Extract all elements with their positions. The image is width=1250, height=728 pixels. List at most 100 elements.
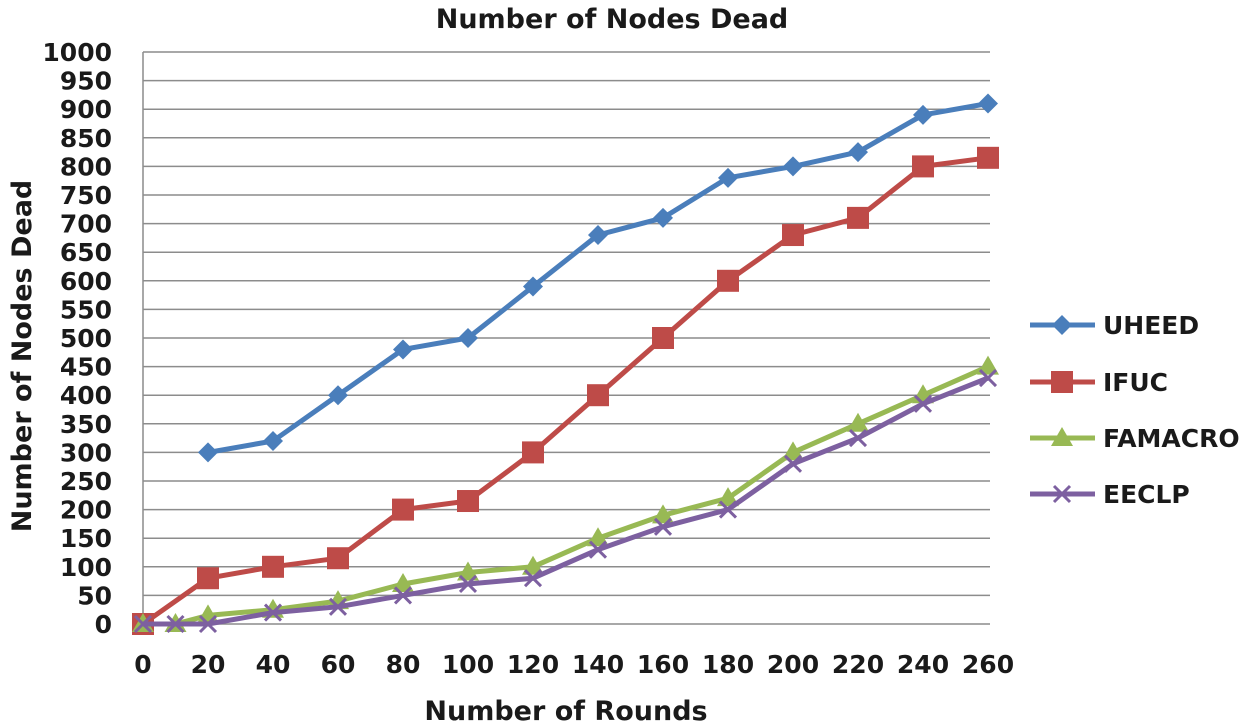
data-point <box>717 269 739 292</box>
y-tick-label: 400 <box>60 381 112 410</box>
grid-lines <box>142 51 990 625</box>
x-tick-label: 120 <box>507 650 559 679</box>
y-tick-label: 50 <box>77 581 112 610</box>
series-line <box>143 375 989 627</box>
data-point <box>393 586 413 605</box>
x-tick-label: 240 <box>897 650 949 679</box>
x-tick-label: 200 <box>767 650 819 679</box>
data-point <box>588 225 608 246</box>
y-tick-label: 350 <box>60 410 112 439</box>
series-group <box>132 93 999 635</box>
legend-label: FAMACRO <box>1103 424 1240 453</box>
data-point <box>977 146 999 169</box>
x-tick-labels: 0 20 40 60 80 100 120 140 160 180 200 220 240 260 <box>134 650 1014 679</box>
data-point <box>198 442 218 463</box>
x-axis-title: Number of Rounds <box>424 696 707 727</box>
chart-title: Number of Nodes Dead <box>436 4 789 35</box>
data-point <box>327 547 349 570</box>
data-point <box>458 574 478 594</box>
x-tick-label: 260 <box>962 650 1014 679</box>
series-line <box>143 364 990 627</box>
legend-marker <box>1051 427 1073 446</box>
x-tick-label: 140 <box>572 650 624 679</box>
series-famacro <box>132 355 999 632</box>
x-tick-label: 180 <box>702 650 754 679</box>
y-tick-label: 100 <box>60 553 112 582</box>
data-point <box>587 384 609 407</box>
x-tick-label: 40 <box>256 650 291 679</box>
data-point <box>457 490 479 513</box>
y-tick-label: 450 <box>60 353 112 382</box>
legend-label: IFUC <box>1103 368 1168 397</box>
series-uheed <box>198 93 998 463</box>
legend-item-eeclp: EECLP <box>1030 480 1190 509</box>
y-tick-label: 300 <box>60 438 112 467</box>
x-tick-label: 220 <box>832 650 884 679</box>
y-tick-label: 600 <box>60 267 112 296</box>
y-tick-label: 900 <box>60 95 112 124</box>
x-tick-label: 160 <box>637 650 689 679</box>
data-point <box>847 412 869 432</box>
y-tick-label: 850 <box>60 124 112 153</box>
data-point <box>588 540 608 559</box>
legend-label: UHEED <box>1103 311 1199 340</box>
data-point <box>197 567 219 590</box>
data-point <box>783 454 803 473</box>
data-point <box>263 430 283 451</box>
x-tick-label: 100 <box>442 650 494 679</box>
y-tick-label: 700 <box>60 210 112 239</box>
y-tick-label: 250 <box>60 467 112 496</box>
x-tick-label: 80 <box>386 650 421 679</box>
data-point <box>393 339 413 360</box>
data-point <box>718 167 738 188</box>
y-tick-label: 150 <box>60 524 112 553</box>
data-point <box>717 487 739 507</box>
data-point <box>977 355 999 375</box>
data-point <box>848 429 868 448</box>
data-point <box>523 569 543 588</box>
data-point <box>166 614 185 634</box>
data-point <box>718 500 738 519</box>
data-point <box>652 327 674 349</box>
y-tick-label: 650 <box>60 238 112 267</box>
legend-item-ifuc: IFUC <box>1030 368 1168 397</box>
data-point <box>978 368 998 388</box>
legend-marker <box>1051 371 1073 393</box>
data-point <box>523 276 543 297</box>
y-tick-label: 500 <box>60 324 112 353</box>
y-tick-label: 550 <box>60 295 112 324</box>
x-tick-label: 20 <box>191 650 226 679</box>
data-point <box>913 104 933 125</box>
y-axis-title: Number of Nodes Dead <box>7 180 38 533</box>
legend: UHEED IFUC FAMACRO EECLP <box>1030 311 1240 509</box>
x-tick-label: 60 <box>321 650 356 679</box>
y-tick-label: 950 <box>60 67 112 96</box>
data-point <box>133 614 153 634</box>
data-point <box>848 142 868 163</box>
data-point <box>458 328 478 348</box>
legend-marker <box>1052 484 1072 504</box>
data-point <box>913 394 933 413</box>
data-point <box>652 504 674 524</box>
data-point <box>457 561 479 581</box>
data-point <box>328 597 348 616</box>
legend-item-uheed: UHEED <box>1030 311 1199 340</box>
series-eeclp <box>133 368 998 634</box>
y-tick-label: 0 <box>95 610 112 639</box>
y-tick-label: 200 <box>60 496 112 525</box>
legend-label: EECLP <box>1103 480 1190 509</box>
data-point <box>912 155 934 178</box>
data-point <box>198 614 218 634</box>
y-tick-label: 750 <box>60 181 112 210</box>
data-point <box>522 555 544 575</box>
data-point <box>328 385 348 406</box>
data-point <box>978 93 998 114</box>
data-point <box>262 555 284 578</box>
data-point <box>587 527 609 547</box>
data-point <box>782 441 804 461</box>
data-point <box>522 441 544 464</box>
y-tick-labels: 0501001502002503003504004505005506006507… <box>42 38 112 639</box>
data-point <box>653 207 673 228</box>
data-point <box>263 603 283 622</box>
